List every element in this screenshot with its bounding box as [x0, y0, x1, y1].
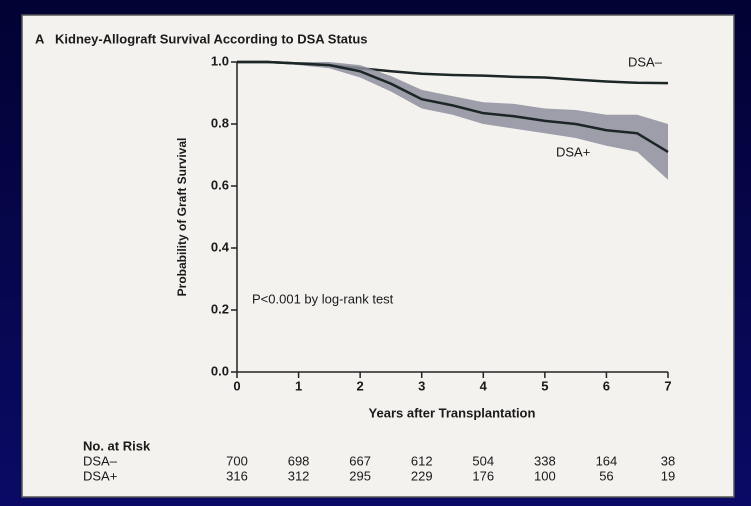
y-tick-label: 0.0 [211, 363, 229, 378]
panel-label: A [35, 31, 45, 46]
x-tick-label: 6 [603, 378, 610, 393]
annotation: P<0.001 by log-rank test [252, 291, 394, 306]
risk-count: 667 [349, 453, 371, 468]
confidence-band [237, 62, 668, 180]
risk-count: 56 [599, 468, 613, 483]
y-axis-label: Probability of Graft Survival [175, 138, 189, 297]
risk-count: 229 [411, 468, 433, 483]
risk-row-label: DSA+ [83, 468, 117, 483]
risk-row-label: DSA– [83, 453, 118, 468]
x-tick-label: 2 [357, 378, 364, 393]
x-axis-label: Years after Transplantation [369, 405, 536, 420]
risk-count: 700 [226, 453, 248, 468]
survival-line [237, 60, 669, 153]
risk-count: 295 [349, 468, 371, 483]
y-tick-label: 0.8 [211, 115, 229, 130]
risk-count: 164 [596, 453, 618, 468]
x-tick-label: 3 [418, 378, 425, 393]
risk-table-title: No. at Risk [83, 438, 151, 453]
risk-count: 504 [472, 453, 494, 468]
risk-count: 338 [534, 453, 556, 468]
y-tick-label: 0.6 [211, 177, 229, 192]
risk-count: 312 [288, 468, 310, 483]
y-tick-label: 0.2 [211, 301, 229, 316]
risk-count: 698 [288, 453, 310, 468]
risk-count: 612 [411, 453, 433, 468]
risk-count: 316 [226, 468, 248, 483]
paper [21, 14, 735, 498]
y-tick-label: 1.0 [211, 53, 229, 68]
risk-count: 176 [472, 468, 494, 483]
x-tick-label: 5 [541, 378, 548, 393]
x-tick-label: 7 [664, 378, 671, 393]
risk-count: 38 [661, 453, 675, 468]
x-tick-label: 1 [295, 378, 302, 393]
risk-count: 19 [661, 468, 675, 483]
risk-count: 100 [534, 468, 556, 483]
x-tick-label: 0 [233, 378, 240, 393]
series-label: DSA+ [556, 144, 590, 159]
x-tick-label: 4 [480, 378, 488, 393]
y-tick-label: 0.4 [211, 239, 230, 254]
chart-title: Kidney-Allograft Survival According to D… [55, 31, 368, 46]
series-label: DSA– [628, 54, 663, 69]
